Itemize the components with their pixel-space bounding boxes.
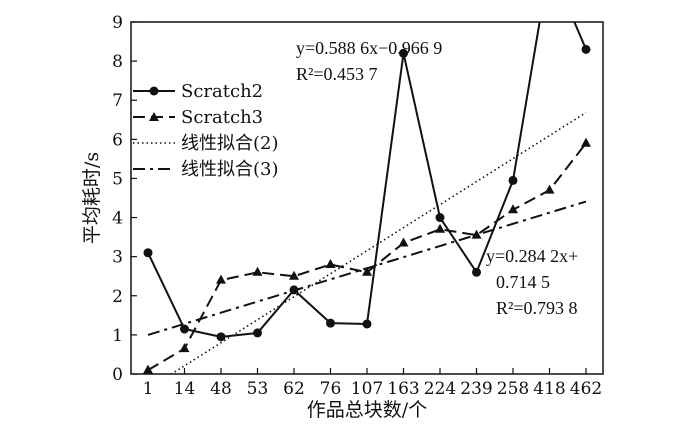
- data-series: [143, 22, 591, 374]
- point-scratch2: [362, 319, 372, 329]
- x-tick-label: 107: [351, 379, 383, 399]
- legend-label-fit2: 线性拟合(2): [181, 133, 279, 154]
- y-ticks: 0 1 2 3 4 5 6 7 8 9: [112, 13, 137, 385]
- point-scratch3: [581, 137, 591, 147]
- point-scratch2: [399, 48, 408, 58]
- fit2-equation: y=0.588 6x−0.966 9: [296, 38, 442, 58]
- point-scratch3: [289, 270, 299, 280]
- x-tick-label: 163: [387, 379, 419, 399]
- point-scratch2: [435, 213, 445, 223]
- x-tick-label: 462: [570, 379, 602, 399]
- point-scratch3: [143, 364, 153, 374]
- legend-marker-scratch2: [149, 86, 159, 96]
- point-scratch3: [252, 266, 263, 276]
- x-ticks: 1 14 48 53 62 76 107 163 224 239 258 418 462: [143, 368, 602, 399]
- x-tick-label: 76: [320, 379, 342, 399]
- point-scratch2: [216, 332, 226, 342]
- legend: Scratch2 Scratch3 线性拟合(2) 线性拟合(3): [133, 81, 279, 180]
- x-tick-label: 14: [174, 379, 196, 399]
- x-tick-label: 418: [533, 379, 565, 399]
- point-scratch2: [326, 318, 335, 328]
- legend-label-scratch3: Scratch3: [181, 107, 263, 128]
- point-scratch3: [435, 223, 445, 233]
- y-tick-label: 1: [112, 326, 123, 346]
- y-tick-label: 8: [112, 52, 123, 72]
- point-scratch3: [508, 204, 518, 214]
- legend-marker-scratch3: [149, 112, 159, 121]
- x-tick-label: 48: [210, 379, 232, 399]
- point-scratch3: [362, 266, 372, 276]
- x-tick-label: 53: [247, 379, 269, 399]
- x-tick-label: 62: [283, 379, 305, 399]
- y-tick-label: 7: [112, 91, 123, 111]
- y-tick-label: 3: [112, 248, 123, 268]
- y-tick-label: 0: [112, 365, 123, 385]
- point-scratch2: [253, 328, 262, 338]
- point-scratch2: [143, 248, 153, 258]
- point-scratch2: [581, 44, 591, 54]
- y-tick-label: 5: [112, 169, 123, 189]
- legend-label-fit3: 线性拟合(3): [181, 159, 279, 180]
- x-axis-title: 作品总块数/个: [307, 399, 427, 421]
- point-scratch2: [508, 175, 518, 185]
- x-tick-label: 224: [424, 379, 456, 399]
- point-scratch2: [180, 324, 189, 334]
- y-tick-label: 2: [112, 287, 123, 307]
- legend-label-scratch2: Scratch2: [181, 81, 263, 102]
- point-scratch2: [472, 267, 481, 277]
- y-tick-label: 6: [112, 130, 123, 150]
- fit3-r2: R²=0.793 8: [496, 298, 578, 318]
- fit3-equation-2: 0.714 5: [496, 272, 550, 292]
- point-scratch3: [471, 229, 482, 239]
- point-scratch3: [216, 274, 226, 284]
- fit-line-scratch2: [169, 111, 587, 374]
- x-tick-label: 1: [143, 379, 154, 399]
- y-tick-label: 9: [112, 13, 123, 33]
- y-axis-title: 平均耗时/s: [81, 152, 103, 244]
- x-tick-label: 258: [497, 379, 529, 399]
- y-tick-label: 4: [112, 209, 123, 229]
- fit3-equation-1: y=0.284 2x+: [486, 246, 578, 266]
- point-scratch3: [398, 237, 409, 247]
- point-scratch3: [325, 258, 336, 268]
- point-scratch3: [179, 343, 190, 353]
- x-tick-label: 239: [460, 379, 492, 399]
- point-scratch3: [544, 184, 555, 194]
- fit2-r2: R²=0.453 7: [296, 64, 378, 84]
- point-scratch2: [289, 285, 299, 295]
